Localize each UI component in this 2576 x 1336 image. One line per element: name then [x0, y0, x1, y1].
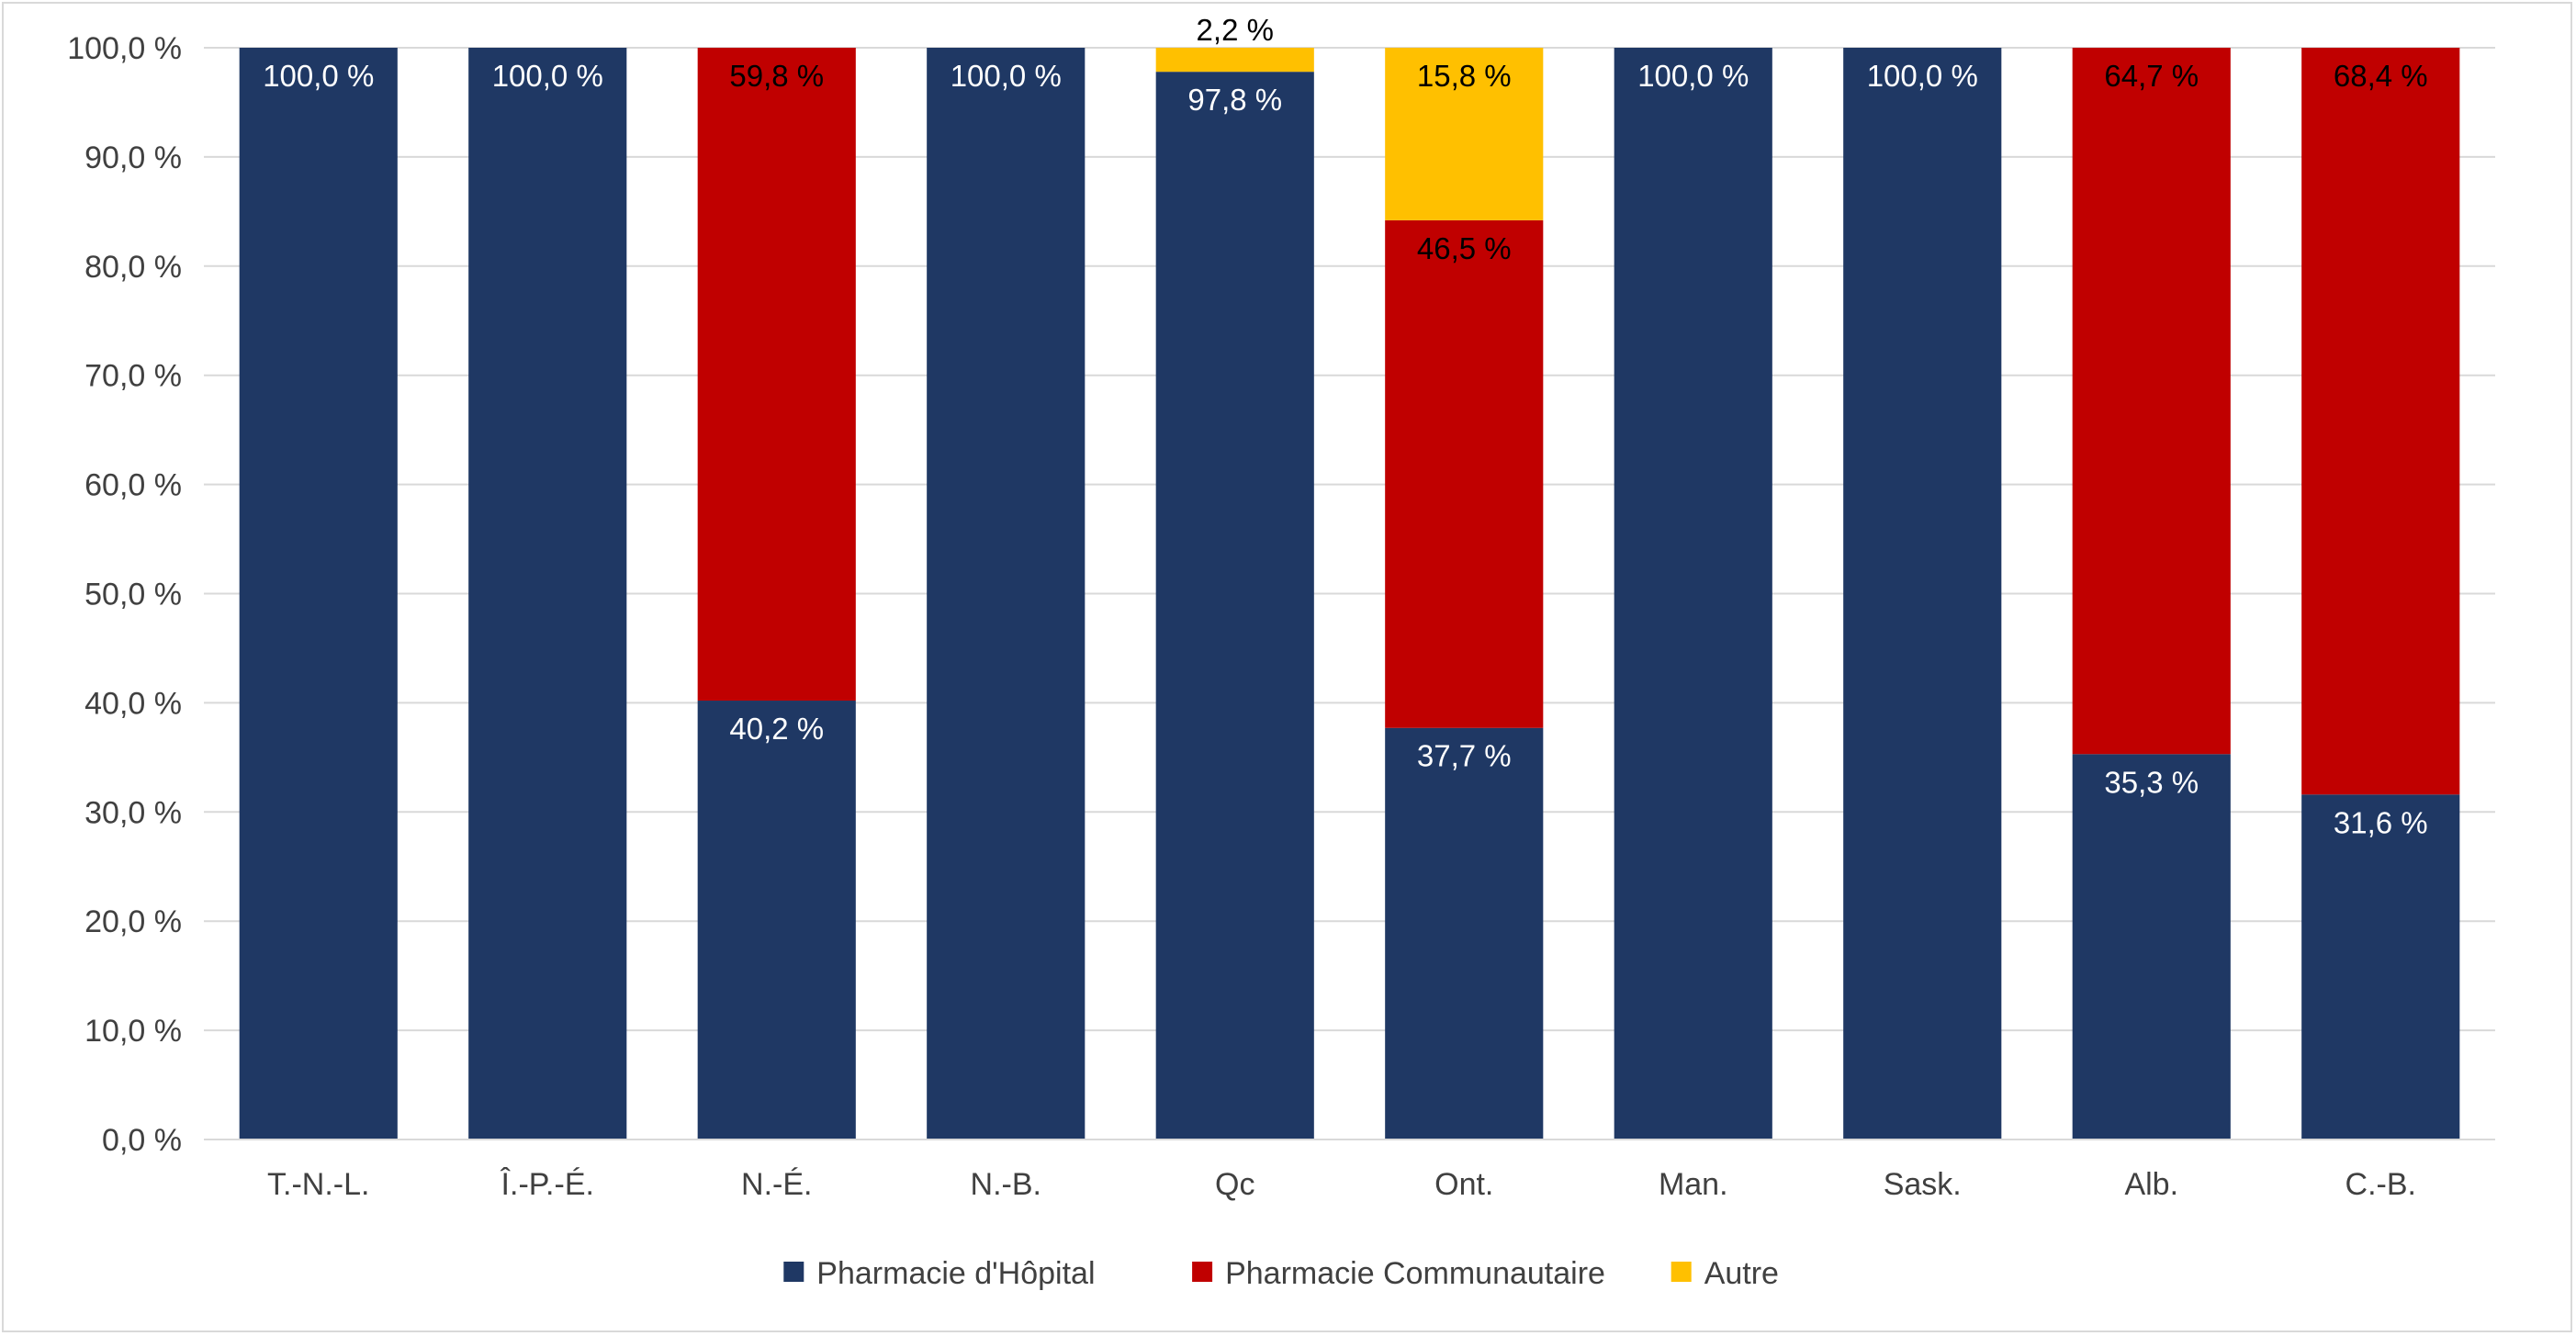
bar-segment: [239, 48, 398, 1140]
bar-segment: [1385, 727, 1544, 1140]
x-tick-label: N.-B.: [971, 1167, 1041, 1202]
x-tick-label: Ont.: [1434, 1167, 1493, 1202]
bar-segment: [697, 701, 856, 1140]
legend-label: Pharmacie d'Hôpital: [816, 1256, 1095, 1291]
data-label: 15,8 %: [1417, 59, 1512, 93]
x-axis: T.-N.-L. Î.-P.-É. N.-É. N.-B. Qc Ont. Man. Sask…: [204, 1139, 2495, 1202]
x-tick-label: Î.-P.-É.: [501, 1167, 594, 1202]
bar-segment: [1843, 48, 2002, 1140]
y-axis-ticks: 0,0 % 10,0 % 20,0 % 30,0 % 40,0 % 50,0 % 60,0 …: [67, 31, 182, 1158]
bar-segment: [468, 48, 627, 1140]
data-label: 64,7 %: [2104, 59, 2199, 93]
y-tick-label: 40,0 %: [84, 686, 182, 721]
legend: Pharmacie d'Hôpital Pharmacie Communautai…: [783, 1256, 1779, 1291]
bar-segment: [2301, 48, 2460, 795]
x-tick-label: Sask.: [1884, 1167, 1962, 1202]
y-tick-label: 50,0 %: [84, 578, 182, 612]
data-label: 2,2 %: [1197, 13, 1274, 47]
x-tick-label: N.-É.: [741, 1167, 812, 1202]
legend-swatch: [783, 1262, 804, 1282]
bar-segment: [2301, 794, 2460, 1140]
bars: [239, 48, 2460, 1140]
x-tick-label: T.-N.-L.: [267, 1167, 369, 1202]
data-label: 100,0 %: [1637, 59, 1749, 93]
x-tick-label: Man.: [1659, 1167, 1728, 1202]
legend-label: Pharmacie Communautaire: [1225, 1256, 1605, 1291]
legend-swatch: [1192, 1262, 1213, 1282]
data-label: 97,8 %: [1187, 83, 1282, 117]
legend-item: Pharmacie Communautaire: [1192, 1256, 1605, 1291]
legend-label: Autre: [1704, 1256, 1779, 1291]
y-tick-label: 20,0 %: [84, 904, 182, 939]
y-tick-label: 0,0 %: [102, 1123, 182, 1158]
data-label: 40,2 %: [729, 712, 824, 746]
data-label: 100,0 %: [951, 59, 1062, 93]
y-tick-label: 100,0 %: [67, 31, 182, 66]
data-labels: 100,0 % 100,0 % 40,2 % 59,8 % 100,0 % 97,8 % 2…: [263, 13, 2427, 839]
y-tick-label: 80,0 %: [84, 250, 182, 285]
bar-segment: [2072, 754, 2231, 1140]
bar-segment: [1614, 48, 1772, 1140]
bar-segment: [697, 48, 856, 702]
data-label: 31,6 %: [2334, 805, 2428, 839]
data-label: 35,3 %: [2104, 765, 2199, 799]
y-tick-label: 60,0 %: [84, 468, 182, 503]
data-label: 100,0 %: [1867, 59, 1978, 93]
data-label: 100,0 %: [492, 59, 603, 93]
x-tick-label: C.-B.: [2345, 1167, 2416, 1202]
data-label: 100,0 %: [263, 59, 374, 93]
legend-item: Autre: [1670, 1256, 1779, 1291]
bar-segment: [1385, 48, 1544, 220]
data-label: 68,4 %: [2334, 59, 2428, 93]
y-tick-label: 70,0 %: [84, 359, 182, 394]
y-tick-label: 10,0 %: [84, 1014, 182, 1049]
y-tick-label: 30,0 %: [84, 795, 182, 830]
bar-segment: [2072, 48, 2231, 755]
bar-segment: [927, 48, 1086, 1140]
bar-segment: [1155, 72, 1314, 1140]
y-tick-label: 90,0 %: [84, 140, 182, 175]
x-tick-label: Alb.: [2124, 1167, 2178, 1202]
legend-swatch: [1670, 1262, 1692, 1282]
bar-segment: [1155, 48, 1314, 73]
legend-item: Pharmacie d'Hôpital: [783, 1256, 1096, 1291]
data-label: 46,5 %: [1417, 231, 1512, 265]
x-tick-label: Qc: [1215, 1167, 1254, 1202]
bar-segment: [1385, 219, 1544, 728]
data-label: 59,8 %: [729, 59, 824, 93]
data-label: 37,7 %: [1417, 739, 1512, 773]
